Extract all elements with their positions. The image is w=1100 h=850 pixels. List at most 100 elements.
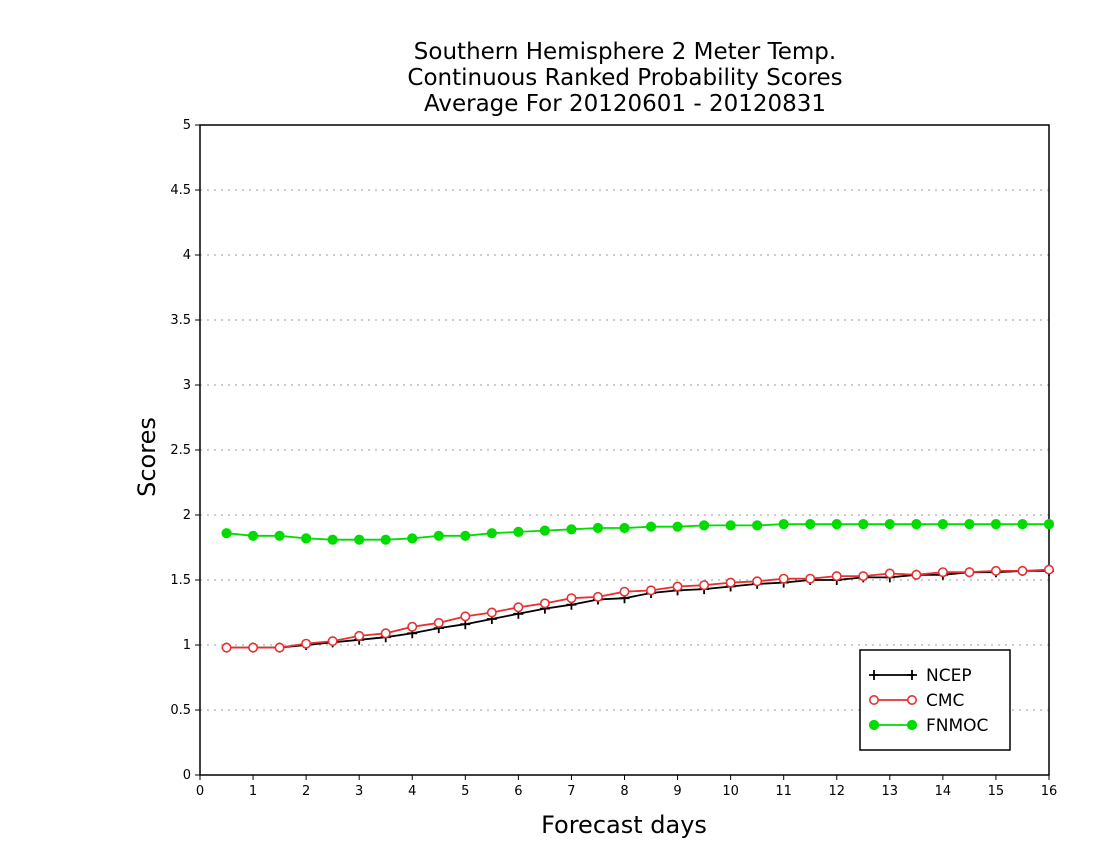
series-group [221,519,1055,653]
data-point-cmc [752,576,763,587]
data-point-cmc [513,602,524,613]
data-point-cmc [619,586,630,597]
data-point-fnmoc [619,522,630,534]
legend-label-ncep: NCEP [926,666,972,686]
y-tick-label: 3 [183,378,191,393]
data-point-cmc [1017,565,1028,576]
y-tick-label: 1.5 [170,573,191,588]
data-point-cmc [380,628,391,639]
chart-title-line-3: Average For 20120601 - 20120831 [424,91,826,117]
legend-marker-fnmoc [906,719,918,731]
data-point-fnmoc [752,520,763,531]
data-point-cmc [460,611,471,622]
data-point-cmc [248,642,259,653]
data-point-fnmoc [380,534,391,545]
data-point-fnmoc [460,530,471,541]
x-tick-label: 1 [249,784,257,799]
y-tick-label: 3.5 [170,313,191,328]
data-point-cmc [646,585,657,596]
data-point-cmc [327,636,338,647]
data-point-cmc [937,567,948,578]
data-point-cmc [539,598,550,609]
data-point-fnmoc [486,528,497,539]
data-point-fnmoc [778,519,789,530]
legend-marker-fnmoc [868,719,880,731]
legend: NCEP CMC FNMOC [859,649,1011,751]
data-point-cmc [884,568,895,579]
x-axis-title: Forecast days [541,811,707,839]
data-point-cmc [858,571,869,582]
data-point-cmc [274,642,285,653]
y-tick-label: 4.5 [170,183,191,198]
data-point-cmc [486,607,497,618]
y-tick-label: 2 [183,508,191,523]
data-point-fnmoc [327,534,338,545]
chart-title-line-2: Continuous Ranked Probability Scores [407,65,842,91]
data-point-cmc [221,642,232,653]
x-tick-label: 3 [355,784,363,799]
axis-ticks: 00.511.522.533.544.550 1 2 3 4 5 6 7 8 9 10 11 12 13 1… [170,118,1057,799]
data-point-cmc [301,638,312,649]
data-point-cmc [592,591,603,602]
data-point-fnmoc [354,534,365,545]
data-point-fnmoc [672,521,683,532]
data-point-cmc [407,621,418,632]
y-tick-label: 0 [183,768,191,783]
series-cmc [221,564,1055,653]
legend-label-cmc: CMC [926,691,964,711]
x-tick-label: 8 [620,784,628,799]
x-tick-label: 7 [567,784,575,799]
data-point-cmc [566,593,577,604]
x-tick-label: 14 [935,784,952,799]
data-point-fnmoc [1043,519,1055,530]
chart-title-line-1: Southern Hemisphere 2 Meter Temp. [414,39,836,65]
data-point-fnmoc [990,519,1002,530]
data-point-fnmoc [513,526,524,538]
data-point-fnmoc [858,519,869,530]
data-point-fnmoc [247,530,259,541]
data-point-fnmoc [407,533,418,544]
grid-lines [200,189,1049,711]
data-point-cmc [964,567,975,578]
data-point-cmc [725,577,736,588]
data-point-fnmoc [592,522,604,534]
data-point-cmc [778,573,789,584]
data-point-fnmoc [539,525,551,536]
y-tick-label: 4 [183,248,191,263]
data-point-fnmoc [301,533,312,544]
data-point-cmc [805,573,816,584]
x-tick-label: 15 [988,784,1005,799]
data-point-fnmoc [725,520,736,531]
legend-marker-cmc [906,694,917,705]
data-point-fnmoc [831,519,842,530]
x-tick-label: 16 [1041,784,1058,799]
x-tick-label: 11 [775,784,792,799]
data-point-fnmoc [911,519,922,530]
data-point-fnmoc [274,530,285,541]
legend-marker-ncep [907,670,917,680]
y-axis-title: Scores [133,417,161,497]
data-point-fnmoc [937,519,948,530]
legend-entry-fnmoc: FNMOC [868,716,988,736]
data-point-fnmoc [433,530,444,541]
data-point-cmc [354,630,365,641]
legend-marker-cmc [868,694,879,705]
data-point-cmc [990,565,1001,576]
data-point-cmc [699,580,710,591]
y-tick-label: 1 [183,638,191,653]
data-point-cmc [911,569,922,580]
x-tick-label: 0 [196,784,204,799]
legend-entry-cmc: CMC [868,691,964,711]
x-tick-label: 10 [722,784,739,799]
legend-marker-ncep [869,670,879,680]
x-tick-label: 4 [408,784,416,799]
series-fnmoc [221,519,1055,545]
legend-entry-ncep: NCEP [869,666,972,686]
data-point-cmc [672,581,683,592]
data-point-fnmoc [566,524,577,535]
x-tick-label: 9 [673,784,681,799]
data-point-fnmoc [884,519,895,530]
y-tick-label: 2.5 [170,443,191,458]
data-point-cmc [1044,564,1055,575]
